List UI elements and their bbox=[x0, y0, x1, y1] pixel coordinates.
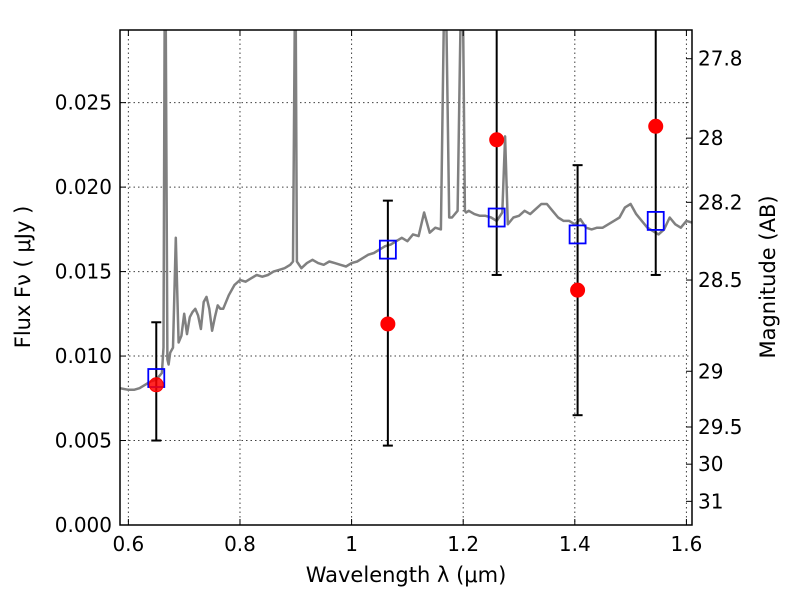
x-tick-label: 1.6 bbox=[671, 532, 703, 556]
x-tick-label: 1 bbox=[345, 532, 358, 556]
y-axis-label: Flux Fν ( μJy ) bbox=[11, 206, 35, 349]
right-tick-label: 28.5 bbox=[698, 268, 743, 292]
observed-point bbox=[148, 377, 164, 393]
plot-frame bbox=[119, 29, 693, 526]
right-tick-label: 30 bbox=[698, 452, 723, 476]
x-axis-label: Wavelength λ (μm) bbox=[306, 563, 507, 587]
x-tick-label: 0.6 bbox=[112, 532, 144, 556]
x-tick-label: 1.4 bbox=[559, 532, 591, 556]
spectrum-line bbox=[120, 30, 692, 392]
y-tick-label: 0.010 bbox=[55, 344, 112, 368]
y-tick-label: 0.020 bbox=[55, 175, 112, 199]
observed-point bbox=[380, 316, 396, 332]
observed-point bbox=[489, 132, 505, 148]
axis-layer: 0.6 0.8 1 1.2 1.4 1.6 0.000 0.005 0.010 0.015 0.02… bbox=[55, 30, 743, 556]
right-tick-label: 29 bbox=[698, 359, 723, 383]
right-tick-label: 31 bbox=[698, 489, 723, 513]
y-tick-label: 0.015 bbox=[55, 260, 112, 284]
y-tick-label: 0.000 bbox=[55, 513, 112, 537]
plot-layer bbox=[120, 30, 692, 447]
observed-point bbox=[648, 118, 664, 134]
x-tick-label: 0.8 bbox=[224, 532, 256, 556]
right-tick-label: 28 bbox=[698, 126, 723, 150]
y-tick-label: 0.005 bbox=[55, 429, 112, 453]
observed-point bbox=[570, 282, 586, 298]
model-point bbox=[568, 224, 587, 245]
model-point bbox=[487, 207, 506, 228]
y-axis-right-label: Magnitude (AB) bbox=[756, 195, 780, 358]
x-tick-label: 1.2 bbox=[447, 532, 479, 556]
right-tick-label: 28.2 bbox=[698, 190, 743, 214]
right-tick-label: 29.5 bbox=[698, 415, 743, 439]
y-tick-label: 0.025 bbox=[55, 91, 112, 115]
right-tick-label: 27.8 bbox=[698, 47, 743, 71]
grid-layer bbox=[120, 30, 692, 525]
model-point bbox=[646, 211, 665, 231]
model-point bbox=[378, 239, 397, 260]
